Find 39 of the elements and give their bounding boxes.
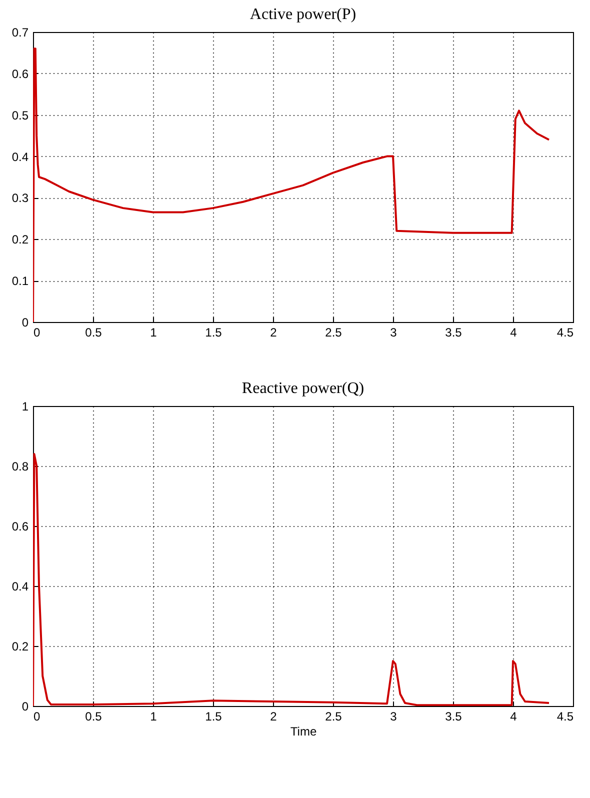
x-tick-label: 3.5 <box>445 326 462 340</box>
x-tick-label: 1.5 <box>205 710 222 724</box>
x-tick-label: 4.5 <box>556 710 574 724</box>
y-tick-label: 0.4 <box>12 580 29 594</box>
x-tick-label: 4 <box>510 710 518 724</box>
y-tick-label: 0.6 <box>12 520 29 534</box>
x-tick-label: 0 <box>34 710 40 724</box>
x-tick-label: 0.5 <box>85 710 102 724</box>
x-tick-label: 4.5 <box>556 326 574 340</box>
x-tick-label: 0.5 <box>85 326 102 340</box>
x-tick-label: 3 <box>390 326 398 340</box>
x-tick-label: 3 <box>390 710 398 724</box>
y-tick-label: 0.2 <box>12 640 29 654</box>
x-tick-label: 2 <box>270 710 278 724</box>
line-series <box>33 48 550 322</box>
y-tick-label: 0.1 <box>12 274 29 288</box>
x-tick-label: 4 <box>510 326 518 340</box>
chart-title: Active power(P) <box>250 6 356 23</box>
y-tick-label: 0.4 <box>12 150 29 164</box>
y-tick-label: 0 <box>22 700 29 714</box>
x-tick-label: 0 <box>34 326 40 340</box>
chart-title: Reactive power(Q) <box>242 380 364 397</box>
x-tick-label: 2.5 <box>325 710 342 724</box>
x-tick-label: 2.5 <box>325 326 342 340</box>
y-tick-label: 0.6 <box>12 66 29 81</box>
y-tick-label: 0.7 <box>12 26 29 40</box>
y-tick-label: 0 <box>22 316 29 330</box>
y-tick-label: 0.3 <box>12 191 29 206</box>
line-series <box>33 453 550 706</box>
x-tick-label: 1.5 <box>205 326 222 340</box>
y-tick-label: 0.2 <box>12 232 29 247</box>
x-tick-label: 1 <box>150 710 158 724</box>
x-tick-label: 2 <box>270 326 278 340</box>
y-tick-label: 0.8 <box>12 460 29 474</box>
x-axis-title: Time <box>290 724 317 738</box>
y-tick-label: 0.5 <box>12 108 29 122</box>
x-tick-label: 1 <box>150 326 158 340</box>
x-tick-label: 3.5 <box>445 710 462 724</box>
y-tick-label: 1 <box>22 400 29 414</box>
